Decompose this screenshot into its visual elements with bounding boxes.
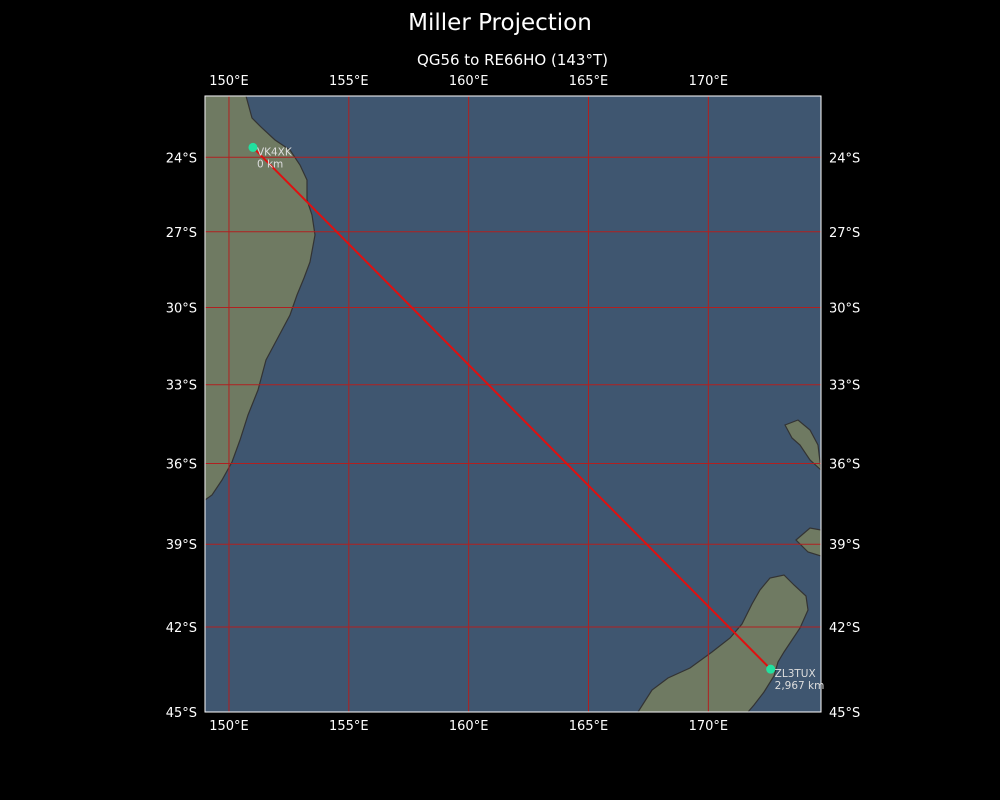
lon-tick-label-bottom: 170°E	[689, 719, 729, 734]
lat-tick-label-right: 33°S	[829, 379, 860, 394]
station-marker[interactable]	[248, 142, 258, 152]
lon-tick-label-bottom: 160°E	[449, 719, 489, 734]
station-callsign: VK4XK	[257, 146, 293, 158]
lat-tick-label-right: 27°S	[829, 226, 860, 241]
lat-tick-label-right: 24°S	[829, 151, 860, 166]
lat-tick-label-right: 36°S	[829, 458, 860, 473]
map-subtitle: QG56 to RE66HO (143°T)	[417, 51, 608, 69]
map-title: Miller Projection	[408, 10, 592, 36]
lat-tick-label-left: 30°S	[166, 302, 197, 317]
land-new-zealand-north-south-tip	[795, 527, 821, 557]
lon-tick-label-bottom: 165°E	[569, 719, 609, 734]
lat-tick-label-right: 39°S	[829, 538, 860, 553]
map-frame	[204, 95, 822, 713]
lat-tick-label-right: 30°S	[829, 302, 860, 317]
axis-ticks: 150°E 150°E 155°E 155°E 160°E 160°E 165°E 165°E…	[166, 74, 861, 734]
land-new-zealand-south	[637, 574, 809, 712]
lon-tick-label-top: 165°E	[569, 74, 609, 89]
station-callsign: ZL3TUX	[775, 668, 816, 680]
lat-tick-label-left: 39°S	[166, 538, 197, 553]
lat-tick-label-left: 36°S	[166, 458, 197, 473]
lat-tick-label-left: 42°S	[166, 621, 197, 636]
lon-tick-label-bottom: 155°E	[329, 719, 369, 734]
lon-tick-label-top: 155°E	[329, 74, 369, 89]
land-new-zealand-north	[784, 419, 821, 471]
station-distance: 2,967 km	[775, 680, 825, 692]
lat-tick-label-left: 45°S	[166, 706, 197, 721]
graticule	[205, 96, 821, 712]
great-circle-path	[252, 146, 772, 670]
lat-tick-label-left: 24°S	[166, 151, 197, 166]
lat-tick-label-left: 33°S	[166, 379, 197, 394]
lon-tick-label-top: 170°E	[689, 74, 729, 89]
lon-tick-label-top: 160°E	[449, 74, 489, 89]
ocean-area	[205, 96, 821, 712]
lat-tick-label-left: 27°S	[166, 226, 197, 241]
station-marker[interactable]	[766, 664, 776, 674]
land-australia	[205, 96, 316, 501]
lon-tick-label-bottom: 150°E	[209, 719, 249, 734]
lat-tick-label-right: 45°S	[829, 706, 860, 721]
station-distance: 0 km	[257, 158, 283, 170]
lon-tick-label-top: 150°E	[209, 74, 249, 89]
lat-tick-label-right: 42°S	[829, 621, 860, 636]
